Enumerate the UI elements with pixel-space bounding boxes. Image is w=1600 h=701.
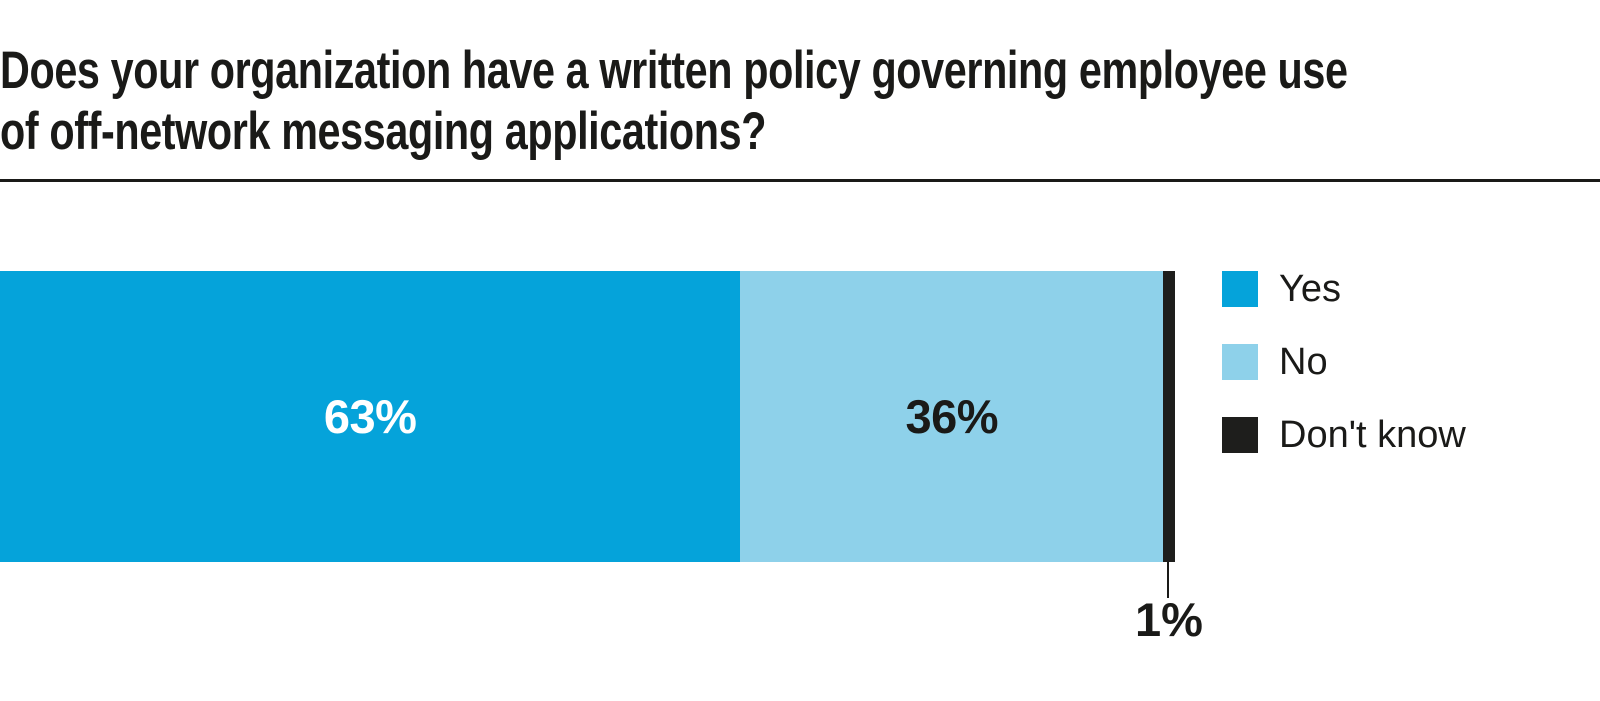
stacked-bar: 63% 36% [0,271,1175,562]
bar-segment-no: 36% [740,271,1164,562]
bar-segment-dont-know [1163,271,1175,562]
legend-swatch-dont-know [1222,417,1258,453]
legend-swatch-no [1222,344,1258,380]
legend-item-yes: Yes [1222,267,1466,311]
chart-title-line-1: Does your organization have a written po… [0,41,1348,100]
bar-segment-yes: 63% [0,271,741,562]
legend-item-no: No [1222,340,1466,384]
segment-label-no: 36% [905,390,999,443]
legend-swatch-yes [1222,271,1258,307]
segment-label-dont-know: 1% [1135,593,1203,646]
callout-leader-line [1167,562,1169,598]
legend: Yes No Don't know [1222,267,1466,486]
chart-title: Does your organization have a written po… [0,40,1600,162]
chart-title-line-2: of off-network messaging applications? [0,102,767,161]
legend-label-yes: Yes [1279,268,1341,310]
legend-label-dont-know: Don't know [1279,414,1466,456]
title-divider-rule [0,179,1600,182]
legend-item-dont-know: Don't know [1222,413,1466,457]
legend-label-no: No [1279,341,1328,383]
segment-label-yes: 63% [323,390,417,443]
